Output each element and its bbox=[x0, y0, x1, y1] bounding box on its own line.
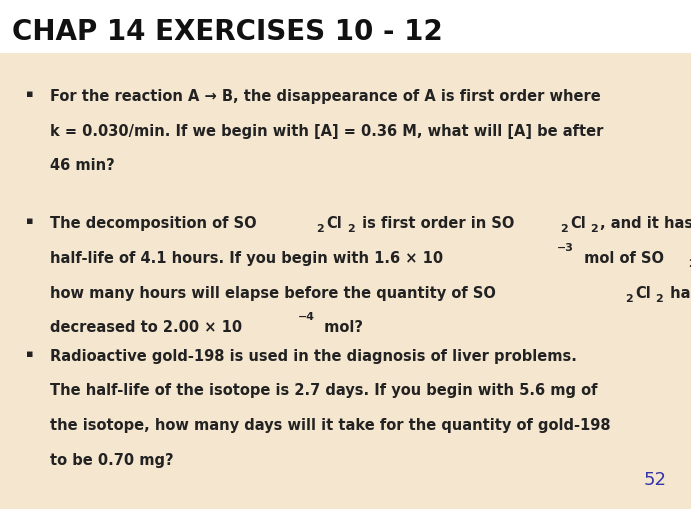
Text: The half-life of the isotope is 2.7 days. If you begin with 5.6 mg of: The half-life of the isotope is 2.7 days… bbox=[50, 383, 597, 398]
Text: 52: 52 bbox=[644, 471, 667, 489]
Text: half-life of 4.1 hours. If you begin with 1.6 × 10: half-life of 4.1 hours. If you begin wit… bbox=[50, 251, 443, 266]
Text: 46 min?: 46 min? bbox=[50, 158, 115, 173]
Text: CHAP 14 EXERCISES 10 - 12: CHAP 14 EXERCISES 10 - 12 bbox=[12, 18, 443, 46]
Text: Radioactive gold-198 is used in the diagnosis of liver problems.: Radioactive gold-198 is used in the diag… bbox=[50, 349, 576, 363]
Text: is first order in SO: is first order in SO bbox=[357, 216, 514, 231]
Text: ▪: ▪ bbox=[26, 216, 34, 227]
Text: has: has bbox=[665, 286, 691, 300]
Text: −4: −4 bbox=[298, 312, 314, 322]
Text: mol?: mol? bbox=[319, 320, 363, 335]
Text: The decomposition of SO: The decomposition of SO bbox=[50, 216, 256, 231]
Text: to be 0.70 mg?: to be 0.70 mg? bbox=[50, 453, 173, 467]
Text: 2: 2 bbox=[655, 294, 663, 304]
Text: how many hours will elapse before the quantity of SO: how many hours will elapse before the qu… bbox=[50, 286, 495, 300]
Text: the isotope, how many days will it take for the quantity of gold-198: the isotope, how many days will it take … bbox=[50, 418, 610, 433]
Text: Cl: Cl bbox=[326, 216, 342, 231]
Text: Cl: Cl bbox=[570, 216, 585, 231]
Text: k = 0.030/min. If we begin with [A] = 0.36 M, what will [A] be after: k = 0.030/min. If we begin with [A] = 0.… bbox=[50, 124, 603, 138]
Text: 2: 2 bbox=[560, 224, 567, 235]
Text: 2: 2 bbox=[590, 224, 598, 235]
Text: decreased to 2.00 × 10: decreased to 2.00 × 10 bbox=[50, 320, 242, 335]
Text: 2: 2 bbox=[688, 259, 691, 269]
Text: Cl: Cl bbox=[635, 286, 651, 300]
Text: , and it has a: , and it has a bbox=[600, 216, 691, 231]
Text: 2: 2 bbox=[316, 224, 324, 235]
Text: 2: 2 bbox=[625, 294, 633, 304]
Text: mol of SO: mol of SO bbox=[579, 251, 664, 266]
Text: 2: 2 bbox=[347, 224, 354, 235]
Text: ▪: ▪ bbox=[26, 349, 34, 359]
Text: −3: −3 bbox=[557, 243, 574, 253]
Bar bbox=[0, 0, 691, 53]
Text: For the reaction A → B, the disappearance of A is first order where: For the reaction A → B, the disappearanc… bbox=[50, 89, 600, 104]
Text: ▪: ▪ bbox=[26, 89, 34, 99]
